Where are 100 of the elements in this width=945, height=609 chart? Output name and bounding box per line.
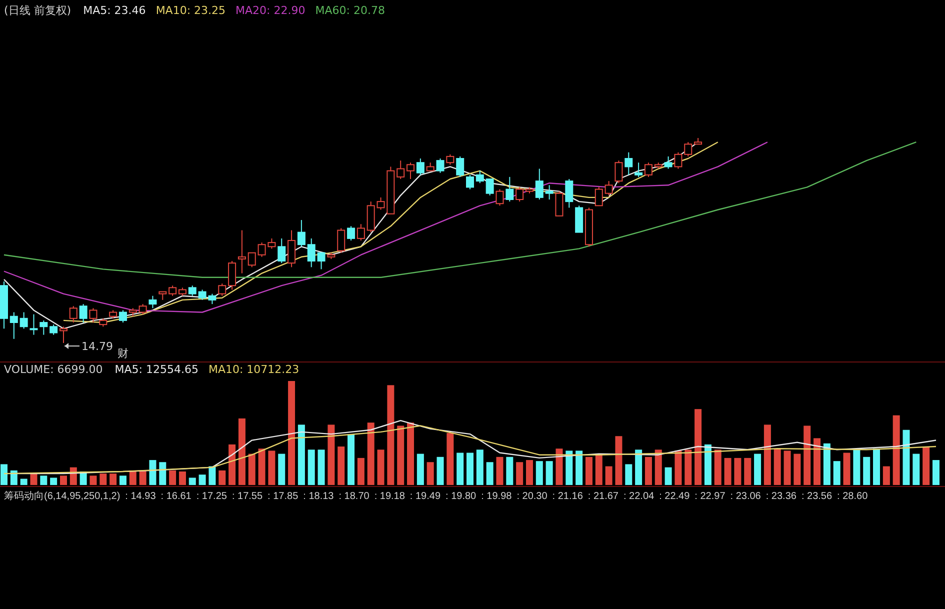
candlestick: [466, 174, 474, 190]
bar: [456, 452, 464, 485]
bar: [853, 448, 860, 485]
bar: [714, 450, 722, 485]
bar: [764, 424, 771, 485]
candlestick: [238, 230, 246, 274]
text: MA10: 23.25: [156, 4, 226, 17]
bar: [0, 464, 8, 485]
bar: [159, 462, 166, 485]
bar: [784, 450, 791, 485]
annotation: 14.79: [81, 340, 113, 353]
candlestick: [535, 168, 544, 200]
bar: [576, 450, 583, 485]
bar: [119, 476, 126, 485]
bar: [20, 478, 28, 485]
candlestick: [565, 178, 574, 208]
bar: [912, 454, 920, 485]
candlestick: [456, 156, 464, 178]
bar: [704, 444, 712, 485]
bar: [664, 467, 672, 485]
bar: [397, 426, 404, 485]
bar: [308, 450, 315, 485]
text: MA10: 10712.23: [208, 363, 300, 376]
bar: [823, 443, 830, 485]
text: : 17.55: [232, 491, 263, 502]
bar: [100, 474, 107, 485]
bar: [188, 478, 196, 485]
candlestick: [436, 158, 444, 174]
candlestick: [248, 252, 256, 268]
candlestick: [69, 306, 78, 323]
bar: [30, 474, 38, 485]
text: : 22.04: [623, 491, 655, 502]
bar: [585, 456, 592, 485]
bar: [744, 458, 752, 485]
candlestick: [396, 160, 405, 180]
bar: [328, 424, 335, 485]
bar: [218, 470, 226, 485]
bar: [149, 460, 156, 485]
chart-title: (日线 前复权): [4, 4, 72, 17]
bar: [476, 450, 484, 485]
bar: [50, 478, 58, 485]
candlestick: [624, 152, 633, 176]
bar: [318, 450, 325, 485]
text: 财: [117, 347, 128, 360]
bar: [734, 458, 742, 485]
candlestick: [288, 230, 296, 268]
bar: [298, 424, 305, 485]
bar: [348, 434, 355, 485]
bar: [178, 471, 186, 485]
candlestick: [30, 314, 38, 336]
candlestick: [118, 310, 127, 323]
bar: [426, 462, 434, 485]
candlestick: [89, 308, 98, 323]
candlestick: [446, 154, 454, 166]
text: : 14.93: [125, 491, 156, 502]
candlestick: [148, 295, 157, 309]
bar: [10, 470, 18, 485]
bar: [804, 426, 811, 485]
bar: [208, 466, 216, 485]
bar: [922, 446, 930, 485]
bar: [873, 448, 880, 485]
text: 筹码动向(6,14,95,250,1,2): [4, 490, 120, 502]
candlestick: [218, 283, 226, 296]
bar: [110, 474, 117, 485]
candlestick: [555, 190, 564, 216]
bar: [486, 462, 494, 485]
bar: [566, 450, 573, 485]
candlestick: [228, 260, 236, 290]
candlestick: [516, 186, 524, 202]
candlestick: [188, 285, 196, 296]
bar: [129, 470, 136, 485]
candlestick: [506, 176, 514, 202]
bar: [892, 415, 900, 485]
candlestick: [486, 178, 494, 196]
bar: [198, 474, 206, 485]
bar: [139, 470, 146, 485]
bar: [357, 458, 364, 485]
candlestick: [79, 304, 88, 323]
candlestick: [40, 320, 48, 336]
bar: [754, 454, 762, 485]
candlestick: [664, 156, 672, 170]
text: : 22.97: [694, 491, 726, 502]
bar: [40, 476, 48, 485]
candlestick: [138, 304, 147, 315]
candlestick: [10, 312, 18, 340]
bar: [833, 461, 840, 485]
candlestick: [278, 238, 286, 264]
text: : 17.25: [196, 491, 228, 502]
candlestick: [416, 158, 424, 176]
candlestick: [684, 142, 692, 157]
bar: [694, 409, 702, 485]
text: : 18.70: [338, 491, 370, 502]
text: : 23.56: [801, 491, 832, 502]
candlestick: [644, 162, 652, 178]
bar: [644, 456, 652, 485]
bar: [338, 446, 345, 485]
bar: [635, 450, 642, 485]
candlestick: [634, 162, 643, 178]
text: : 18.13: [303, 491, 334, 502]
bar: [387, 385, 394, 485]
